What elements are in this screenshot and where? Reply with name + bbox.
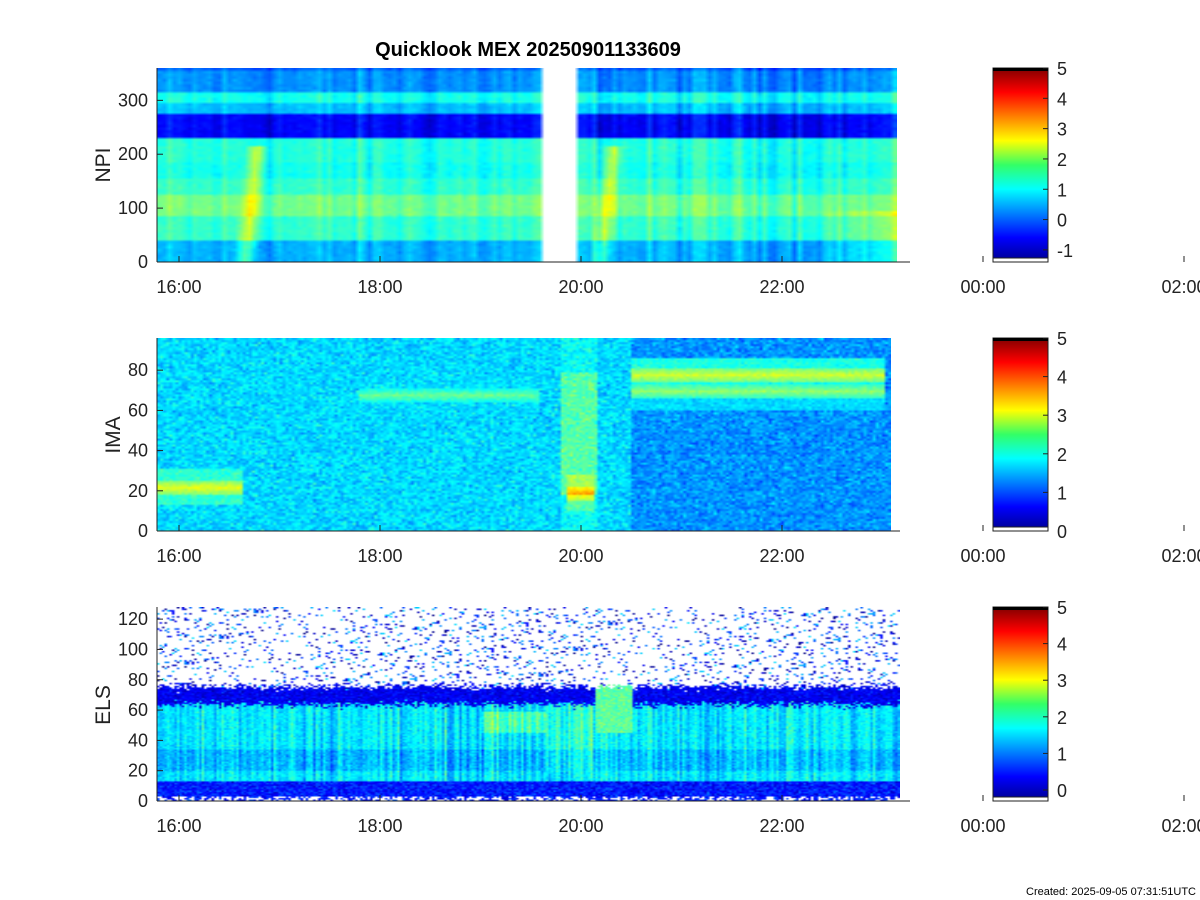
colorbar-tick-label: 1 (1057, 744, 1067, 764)
y-tick-label: 100 (118, 639, 148, 659)
y-tick-label: 300 (118, 90, 148, 110)
y-tick-label: 0 (138, 252, 148, 272)
colorbar-top-cap (993, 338, 1048, 341)
y-tick-label: 20 (128, 481, 148, 501)
y-tick-label: 20 (128, 761, 148, 781)
x-tick-label: 02:00 (1161, 277, 1200, 297)
ima-ylabel: IMA (102, 416, 125, 453)
els-y-ticks: 0 20 40 60 80 100 120 (118, 609, 163, 811)
colorbar-bottom-cap (992, 526, 1049, 532)
colorbar-tick-label: 4 (1057, 635, 1067, 655)
y-tick-label: 80 (128, 360, 148, 380)
y-tick-label: 40 (128, 441, 148, 461)
npi-colorbar: -1 0 1 2 3 4 5 (992, 59, 1073, 263)
x-tick-label: 22:00 (759, 546, 804, 566)
x-tick-label: 18:00 (357, 277, 402, 297)
x-tick-label: 20:00 (558, 816, 603, 836)
x-tick-label: 16:00 (156, 546, 201, 566)
colorbar-tick-label: 5 (1057, 329, 1067, 349)
npi-y-ticks: 0 100 200 300 (118, 90, 163, 272)
colorbar-tick-label: -1 (1057, 241, 1073, 261)
els-spectrogram (157, 607, 900, 801)
x-tick-label: 20:00 (558, 546, 603, 566)
x-tick-label: 16:00 (156, 816, 201, 836)
x-tick-label: 02:00 (1161, 546, 1200, 566)
colorbar-gradient (992, 337, 1049, 532)
colorbar-tick-label: 0 (1057, 522, 1067, 542)
colorbar-tick-label: 4 (1057, 368, 1067, 388)
ima-colorbar: 0 1 2 3 4 5 (992, 329, 1067, 542)
colorbar-bottom-cap (992, 796, 1049, 802)
colorbar-tick-label: 1 (1057, 180, 1067, 200)
colorbar-tick-label: 0 (1057, 211, 1067, 231)
y-tick-label: 0 (138, 791, 148, 811)
npi-spectrogram (157, 68, 897, 262)
colorbar-tick-label: 3 (1057, 671, 1067, 691)
colorbar-tick-label: 0 (1057, 781, 1067, 801)
colorbar-tick-label: 1 (1057, 483, 1067, 503)
x-tick-label: 18:00 (357, 546, 402, 566)
x-tick-label: 00:00 (960, 546, 1005, 566)
colorbar-tick-label: 5 (1057, 598, 1067, 618)
colorbar-tick-label: 5 (1057, 59, 1067, 79)
colorbar-tick-label: 2 (1057, 150, 1067, 170)
colorbar-tick-label: 3 (1057, 406, 1067, 426)
colorbar-top-cap (993, 607, 1048, 610)
colorbar-bottom-cap (992, 257, 1049, 263)
colorbar-tick-label: 2 (1057, 445, 1067, 465)
colorbar-gradient (992, 606, 1049, 802)
figure-title: Quicklook MEX 20250901133609 (375, 39, 681, 61)
y-tick-label: 200 (118, 144, 148, 164)
y-tick-label: 0 (138, 521, 148, 541)
ima-spectrogram (157, 338, 891, 531)
x-tick-label: 16:00 (156, 277, 201, 297)
y-tick-label: 120 (118, 609, 148, 629)
y-tick-label: 40 (128, 730, 148, 750)
y-tick-label: 100 (118, 198, 148, 218)
x-tick-label: 00:00 (960, 816, 1005, 836)
colorbar-tick-label: 3 (1057, 120, 1067, 140)
x-tick-label: 18:00 (357, 816, 402, 836)
x-tick-label: 20:00 (558, 277, 603, 297)
els-colorbar: 0 1 2 3 4 5 (992, 598, 1067, 802)
x-tick-label: 22:00 (759, 277, 804, 297)
els-ylabel: ELS (92, 685, 115, 725)
panel-npi: 0 100 200 300 16:00 18:00 20:00 22:00 00:00 02:0… (92, 68, 1200, 297)
colorbar-tick-label: 4 (1057, 89, 1067, 109)
created-timestamp: Created: 2025-09-05 07:31:51UTC (1026, 886, 1196, 898)
x-tick-label: 00:00 (960, 277, 1005, 297)
colorbar-top-cap (993, 68, 1048, 71)
ima-y-ticks: 0 20 40 60 80 (128, 360, 163, 541)
colorbar-tick-label: 2 (1057, 708, 1067, 728)
y-tick-label: 60 (128, 400, 148, 420)
x-tick-label: 02:00 (1161, 816, 1200, 836)
npi-ylabel: NPI (92, 147, 115, 182)
colorbar-gradient (992, 67, 1049, 263)
x-tick-label: 22:00 (759, 816, 804, 836)
y-tick-label: 60 (128, 700, 148, 720)
y-tick-label: 80 (128, 670, 148, 690)
